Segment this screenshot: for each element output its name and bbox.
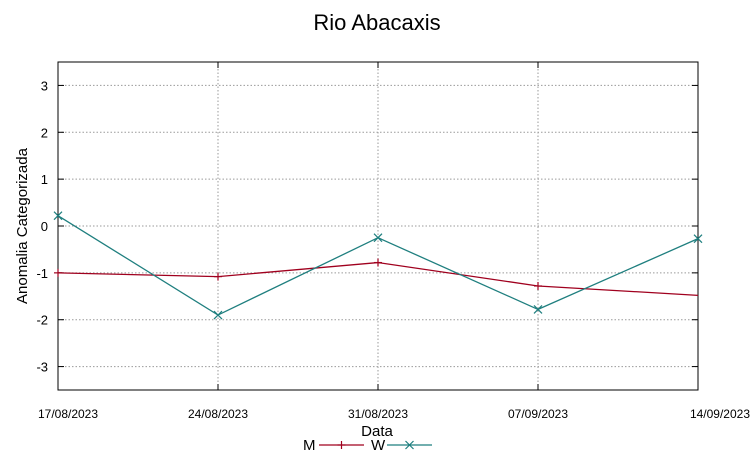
legend-label: M bbox=[303, 437, 316, 454]
data-point bbox=[53, 211, 63, 221]
data-point bbox=[533, 304, 543, 314]
y-tick-label: -1 bbox=[36, 266, 48, 281]
legend-label: W bbox=[371, 437, 386, 454]
y-axis: -3 -2 -1 0 1 2 3 bbox=[36, 78, 698, 375]
y-tick-label: 3 bbox=[41, 78, 48, 93]
series-group bbox=[53, 211, 703, 320]
y-tick-label: -2 bbox=[36, 313, 48, 328]
y-axis-label: Anomalia Categorizada bbox=[14, 147, 31, 304]
y-tick-label: 1 bbox=[41, 172, 48, 187]
series-M bbox=[54, 258, 699, 296]
grid-lines bbox=[58, 62, 698, 390]
x-axis: 17/08/2023 24/08/2023 31/08/2023 07/09/2023… bbox=[38, 62, 750, 421]
chart-title: Rio Abacaxis bbox=[313, 10, 440, 35]
y-tick-label: 2 bbox=[41, 125, 48, 140]
y-tick-label: 0 bbox=[41, 219, 48, 234]
data-point bbox=[373, 233, 383, 243]
legend-swatch-marker bbox=[405, 440, 414, 450]
x-tick-label: 14/09/2023 bbox=[690, 407, 750, 421]
x-tick-label: 17/08/2023 bbox=[38, 407, 98, 421]
x-tick-label: 24/08/2023 bbox=[188, 407, 248, 421]
series-W bbox=[53, 211, 703, 320]
data-point bbox=[693, 234, 703, 244]
x-axis-label: Data bbox=[361, 423, 393, 440]
x-tick-label: 07/09/2023 bbox=[508, 407, 568, 421]
x-tick-label: 31/08/2023 bbox=[348, 407, 408, 421]
data-point bbox=[213, 310, 223, 320]
y-tick-label: -3 bbox=[36, 360, 48, 375]
